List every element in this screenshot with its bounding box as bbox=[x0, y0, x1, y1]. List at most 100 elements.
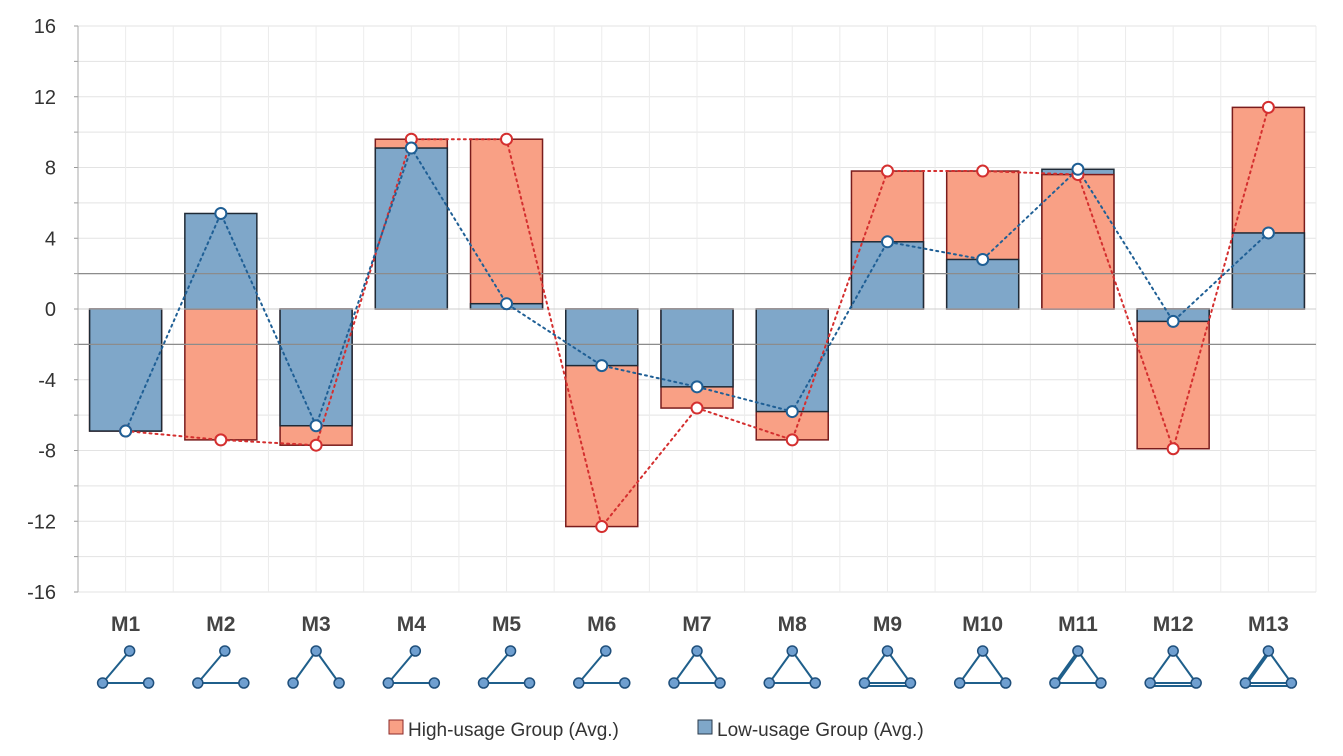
marker-low-M5 bbox=[500, 297, 514, 311]
motif-node bbox=[904, 677, 917, 689]
motif-node bbox=[858, 677, 871, 689]
motif-edge bbox=[1267, 650, 1293, 684]
motif-node bbox=[287, 677, 299, 689]
y-tick-label: 16 bbox=[34, 16, 56, 38]
bar-high-M2 bbox=[184, 308, 258, 441]
x-category-label: M13 bbox=[1248, 613, 1289, 636]
y-tick-label: -4 bbox=[38, 370, 56, 392]
marker-low-M7 bbox=[690, 380, 704, 394]
marker-low-M3 bbox=[309, 419, 323, 433]
motif-edge bbox=[101, 650, 131, 684]
motif-node bbox=[1167, 645, 1179, 657]
marker-low-M1 bbox=[119, 424, 133, 438]
motif-edge bbox=[387, 650, 417, 684]
legend-swatch-high bbox=[388, 719, 404, 735]
motif-node bbox=[428, 677, 441, 689]
y-tick-label: 4 bbox=[45, 228, 56, 250]
motif-9-icon bbox=[858, 645, 917, 689]
marker-high-M2 bbox=[214, 433, 228, 447]
motif-node bbox=[1190, 677, 1202, 689]
motif-node bbox=[310, 645, 322, 657]
bar-low-M13 bbox=[1231, 232, 1306, 310]
marker-high-M9 bbox=[880, 164, 894, 178]
motif-node bbox=[192, 677, 204, 689]
x-category-label: M12 bbox=[1153, 613, 1194, 636]
motif-13-icon bbox=[1239, 645, 1298, 689]
marker-low-M12 bbox=[1166, 314, 1180, 328]
motif-node bbox=[523, 677, 536, 689]
motif-node bbox=[238, 677, 250, 689]
motif-edge bbox=[1172, 650, 1197, 684]
marker-high-M7 bbox=[690, 401, 704, 415]
motif-edge bbox=[981, 650, 1007, 684]
marker-high-M3 bbox=[309, 438, 323, 452]
motif-node bbox=[142, 677, 155, 689]
marker-low-M8 bbox=[785, 405, 799, 419]
legend-label-low: Low-usage Group (Avg.) bbox=[717, 720, 924, 741]
legend-swatch-low bbox=[697, 719, 713, 735]
x-category-label: M1 bbox=[111, 613, 140, 636]
motif-node bbox=[1262, 645, 1275, 657]
marker-high-M12 bbox=[1166, 442, 1180, 456]
motif-edge bbox=[1149, 650, 1174, 684]
x-category-label: M4 bbox=[397, 613, 426, 636]
marker-low-M9 bbox=[880, 235, 894, 249]
motif-edge bbox=[863, 650, 889, 684]
y-tick-label: -12 bbox=[27, 511, 56, 533]
motif-edge bbox=[1077, 650, 1102, 684]
motif-node bbox=[123, 645, 136, 657]
marker-low-M6 bbox=[595, 359, 609, 373]
y-tick-label: 0 bbox=[45, 299, 56, 321]
y-tick-label: -8 bbox=[38, 441, 56, 463]
y-tick-label: 8 bbox=[45, 158, 56, 180]
motif-5-icon bbox=[477, 645, 536, 689]
x-category-label: M11 bbox=[1058, 613, 1098, 636]
motif-4-icon bbox=[382, 645, 441, 689]
bar-high-M11 bbox=[1041, 173, 1115, 310]
x-category-label: M6 bbox=[587, 613, 616, 636]
motif-6-icon bbox=[573, 645, 631, 689]
motif-1-icon bbox=[96, 645, 155, 689]
motif-node bbox=[1049, 677, 1061, 689]
motif-edge bbox=[1244, 650, 1270, 684]
bar-low-M1 bbox=[88, 308, 163, 432]
marker-high-M5 bbox=[500, 132, 514, 146]
motif-node bbox=[382, 677, 395, 689]
motif-10-icon bbox=[953, 645, 1012, 689]
motif-edge bbox=[482, 650, 512, 684]
motif-node bbox=[477, 677, 490, 689]
motif-edge bbox=[886, 650, 912, 684]
legend: High-usage Group (Avg.) Low-usage Group … bbox=[388, 719, 924, 741]
marker-high-M8 bbox=[785, 433, 799, 447]
motif-edge bbox=[197, 650, 226, 684]
motif-node bbox=[504, 645, 517, 657]
motif-node bbox=[409, 645, 422, 657]
motif-node bbox=[333, 677, 345, 689]
x-category-label: M5 bbox=[492, 613, 521, 636]
bar-low-M6 bbox=[565, 308, 639, 367]
motif-edge bbox=[673, 650, 698, 684]
marker-low-M13 bbox=[1261, 226, 1275, 240]
axis-layer: 16 12 8 4 0 -4 -8 -12 -16 M1 M2 M3 M4 M5 M6 M7 M8 M9 M10 M1… bbox=[27, 16, 1289, 636]
motif-node bbox=[619, 677, 631, 689]
x-category-label: M3 bbox=[301, 613, 330, 636]
legend-label-high: High-usage Group (Avg.) bbox=[408, 720, 619, 741]
x-category-label: M10 bbox=[962, 613, 1003, 636]
motif-node bbox=[881, 645, 894, 657]
y-tick-label: 12 bbox=[34, 87, 56, 109]
motif-12-icon bbox=[1144, 645, 1202, 689]
motif-node bbox=[953, 677, 966, 689]
bar-low-M2 bbox=[184, 212, 258, 310]
motif-edge bbox=[696, 650, 721, 684]
motif-3-icon bbox=[287, 645, 345, 689]
motif-node bbox=[1239, 677, 1252, 689]
motif-node bbox=[691, 645, 703, 657]
bars-layer bbox=[88, 106, 1306, 528]
motif-node bbox=[976, 645, 989, 657]
motif-edge bbox=[578, 650, 607, 684]
motif-icons bbox=[96, 645, 1298, 689]
motif-node bbox=[763, 677, 775, 689]
motif-edge bbox=[315, 650, 340, 684]
marker-high-M6 bbox=[595, 520, 609, 534]
